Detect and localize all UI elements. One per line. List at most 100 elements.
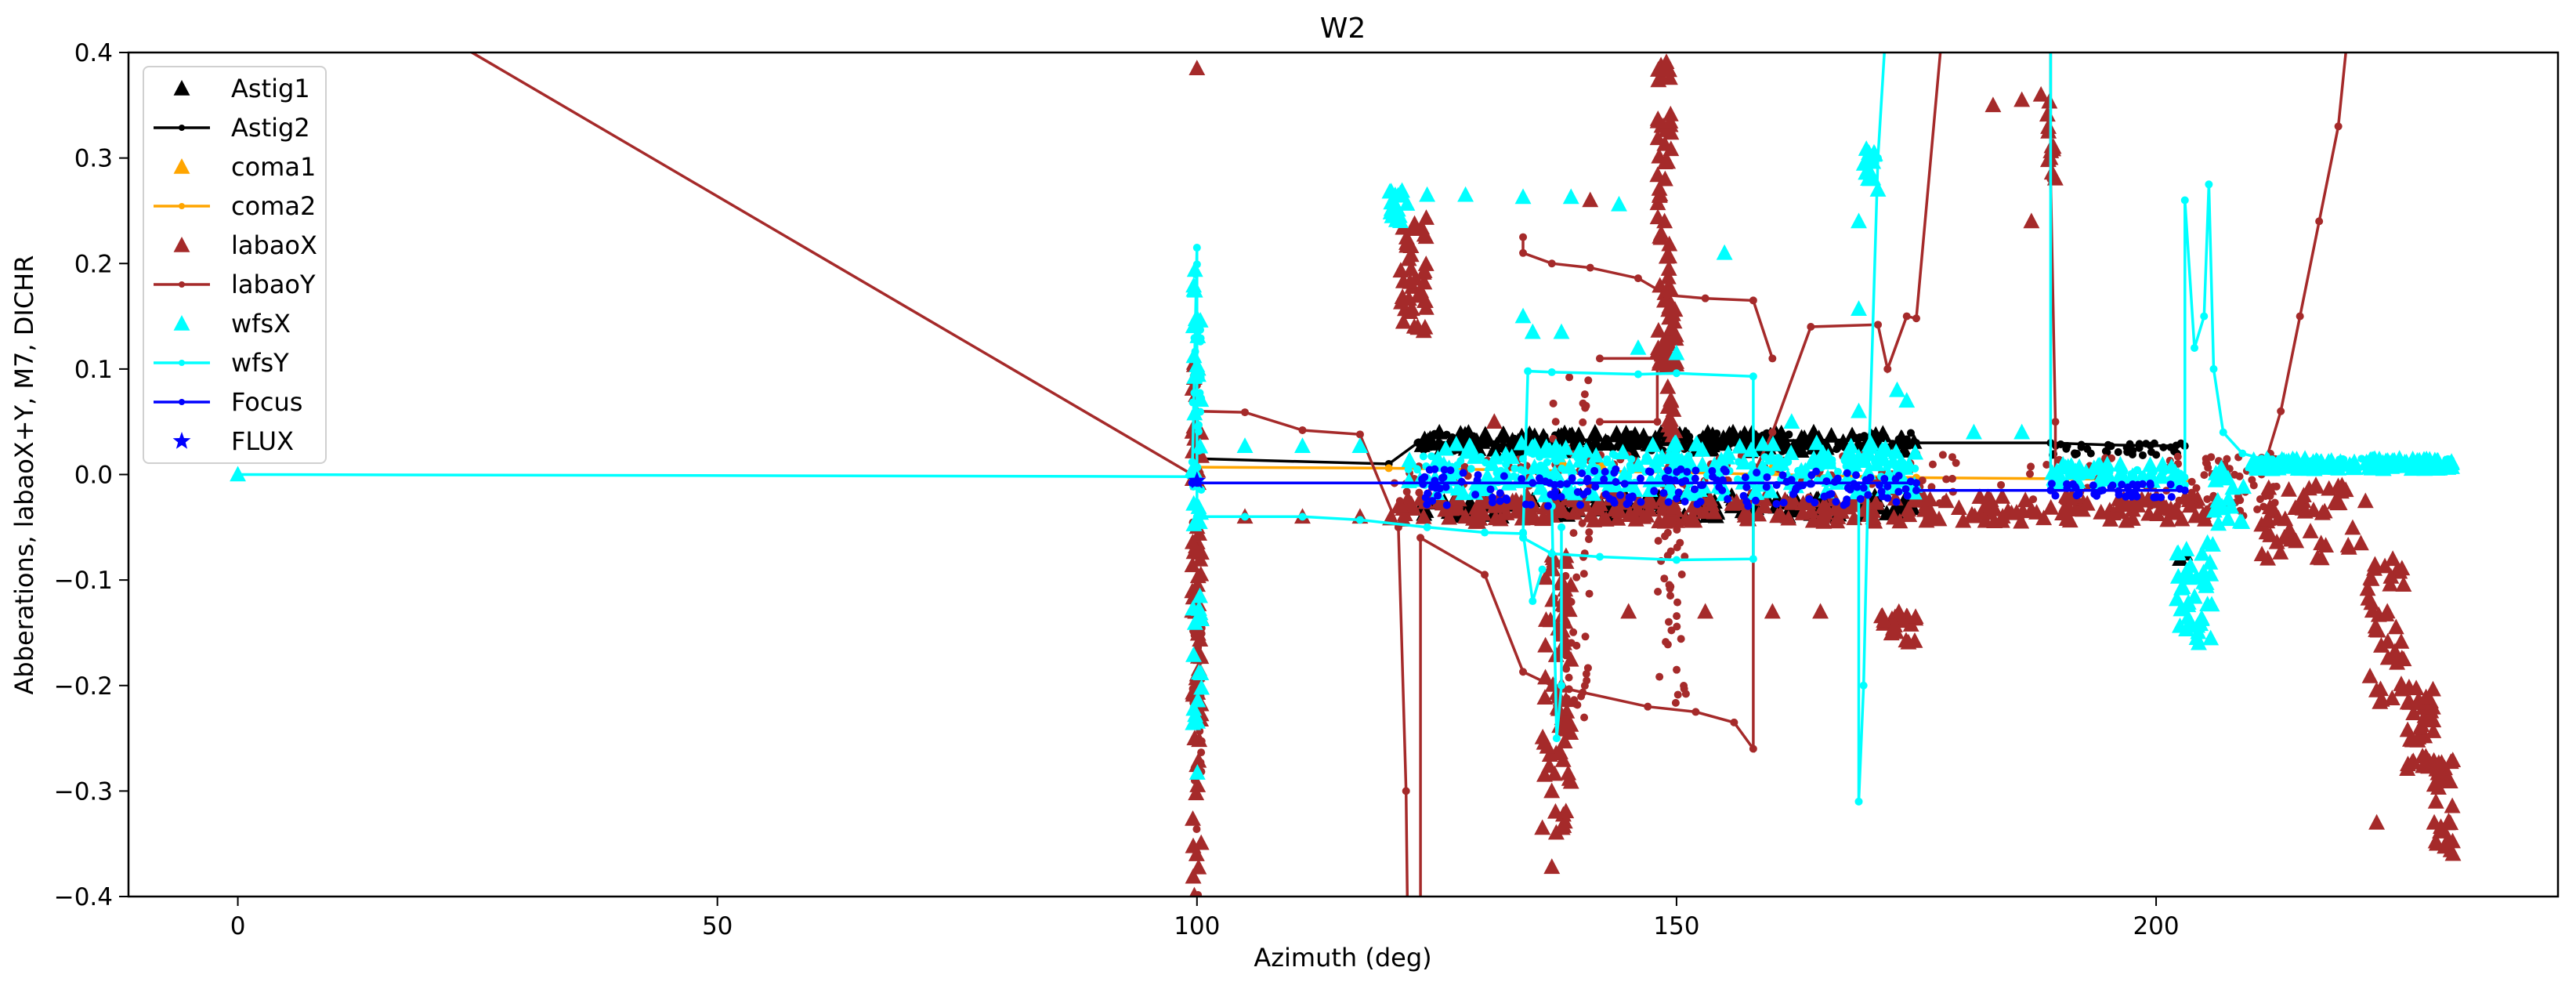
wfsy-point [1404, 465, 1413, 473]
wfsy-point [2307, 459, 2316, 468]
wfsy-point [1610, 451, 1619, 459]
wfsx-point [1455, 484, 1471, 501]
wfsy-point [2158, 473, 2167, 482]
astig1-point [1586, 424, 1604, 440]
labaox-point [1550, 687, 1567, 704]
focus-point [1578, 469, 1586, 477]
legend-item-flux: FLUX [172, 426, 294, 456]
labaoy-point [1579, 418, 1587, 426]
labaox-point [2288, 532, 2305, 549]
wfsy-point [2253, 462, 2262, 470]
legend-item-labaoy: labaoY [154, 270, 316, 299]
wfsy-point [2411, 455, 2420, 463]
wfsx-point [1398, 195, 1416, 211]
labaoy-point [2269, 483, 2278, 491]
labaox-point [2043, 164, 2060, 180]
labaox-point [2383, 690, 2401, 705]
focus-point [1623, 500, 1631, 509]
labaox-point [1667, 330, 1684, 346]
labaox-point [2404, 731, 2421, 748]
labaox-point [2384, 550, 2401, 567]
astig2-point [2152, 451, 2161, 459]
labaoy-point [1941, 494, 1949, 503]
focus-point [1459, 469, 1467, 477]
labaoy-point [1663, 528, 1672, 537]
focus-point [2133, 480, 2142, 489]
labaox-point [2023, 212, 2040, 229]
labaoy-point [1519, 233, 1528, 241]
labaox-point [1652, 227, 1669, 244]
wfsy-point [1193, 463, 1202, 472]
wfsy-point [1595, 552, 1604, 561]
focus-point [1518, 475, 1526, 484]
wfsy-point [2357, 455, 2366, 463]
wfsy-point [2436, 461, 2444, 469]
labaoy-point [1660, 574, 1669, 583]
wfsy-point [1767, 468, 1775, 476]
wfsy-point [1624, 472, 1633, 480]
labaox-point [1650, 61, 1666, 77]
labaoy-point [1562, 665, 1571, 673]
labaox-point [2352, 534, 2369, 551]
labaox-point [2061, 512, 2079, 528]
labaox-point [2129, 497, 2147, 513]
labaoy-point [1654, 588, 1662, 596]
labaox-point [1650, 321, 1667, 338]
labaoy-point [2235, 472, 2244, 480]
wfsx-point [2180, 566, 2198, 582]
wfsy-point [1196, 408, 1205, 416]
focus-point [1625, 493, 1634, 502]
labaox-point [2060, 499, 2078, 516]
wfsy-point [1427, 452, 1436, 461]
labaoy-point [1570, 696, 1579, 705]
y-tick-label: −0.1 [54, 567, 113, 595]
labaoy-point [1580, 390, 1589, 399]
astig2-point [2057, 440, 2065, 449]
labaox-point [2425, 723, 2442, 738]
focus-point [1807, 480, 1815, 488]
labaox-point [2260, 479, 2278, 495]
wfsy-point [1734, 475, 1742, 484]
labaox-point [2013, 91, 2031, 107]
labaox-point [1395, 511, 1412, 527]
wfsy-point [1842, 462, 1851, 470]
wfsy-point [1882, 458, 1890, 467]
astig2-point [1681, 437, 1689, 445]
wfsy-point [1419, 452, 1427, 461]
labaoy-point [2203, 494, 2212, 503]
labaoy-point [1585, 528, 1594, 537]
labaoy-point [1902, 312, 1911, 321]
focus-point [1636, 474, 1644, 483]
wfsx-point [1514, 188, 1532, 205]
focus-point [1715, 483, 1724, 491]
labaox-point [1661, 235, 1678, 252]
coma2-point [1384, 464, 1393, 473]
wfsy-point [2444, 455, 2452, 463]
focus-point [1601, 468, 1609, 476]
astig2-point [1901, 440, 1909, 448]
labaox-point [1922, 491, 1939, 507]
wfsy-point [1828, 461, 1836, 469]
wfsy-point [1192, 260, 1201, 269]
wfsx-point [2190, 623, 2207, 639]
labaox-point [2405, 705, 2422, 720]
focus-point [1646, 468, 1655, 476]
labaoy-point [2249, 481, 2258, 490]
astig2-point [1420, 446, 1428, 455]
y-axis: −0.4 −0.3 −0.2 −0.1 0.0 0.1 0.2 0.3 0.4 [54, 39, 128, 911]
wfsy-point [1506, 455, 1514, 463]
focus-point [1744, 502, 1753, 510]
focus-point [1811, 498, 1819, 507]
wfsy-point [1634, 370, 1642, 379]
wfsy-point [1672, 556, 1681, 564]
wfsy-point [2281, 458, 2289, 466]
labaox-point [1588, 497, 1605, 513]
labaoy-point [2187, 501, 2196, 509]
labaoy-point [2334, 122, 2343, 131]
labaoy-point [1578, 519, 1586, 527]
labaoy-point [2146, 502, 2155, 510]
labaoy-point [1948, 474, 1956, 483]
wfsx-point [1192, 587, 1208, 603]
wfsx-point [2210, 515, 2227, 531]
legend-triangle-icon [173, 237, 190, 252]
